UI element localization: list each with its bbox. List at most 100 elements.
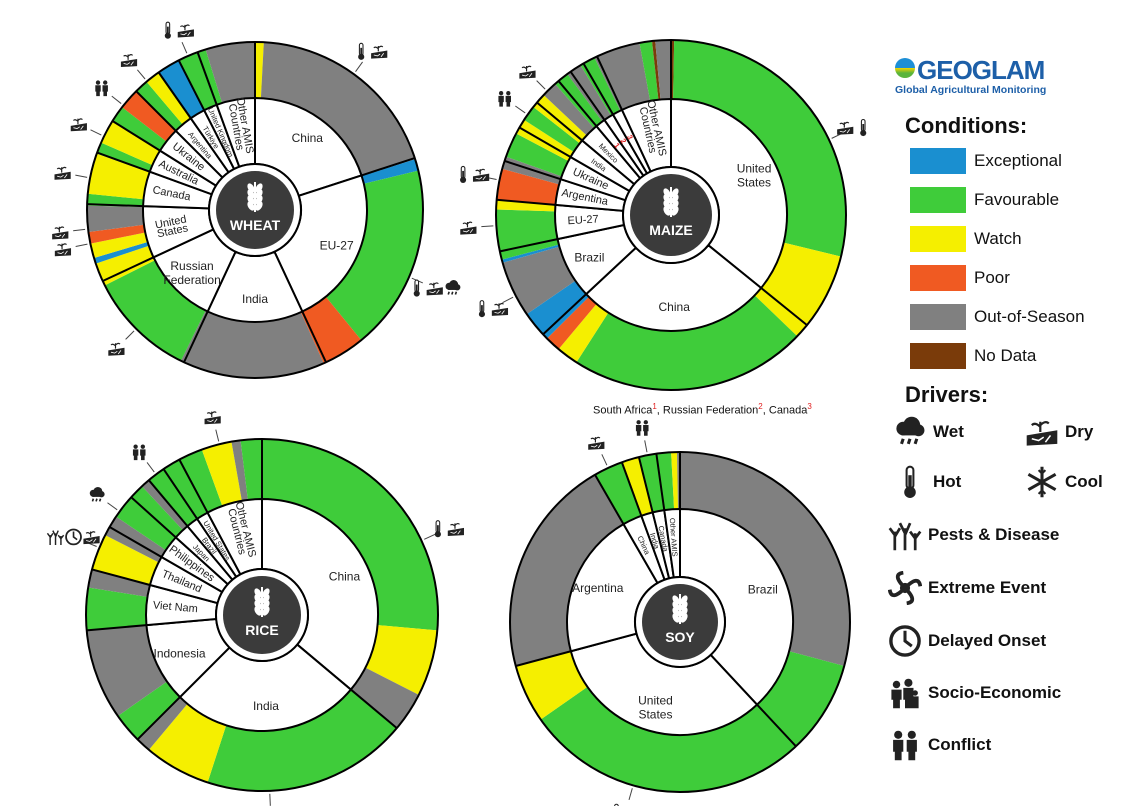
condition-segment-watch xyxy=(671,452,679,510)
segment-divider xyxy=(109,526,163,558)
segment-divider xyxy=(582,62,614,116)
crop-label: MAIZE xyxy=(649,222,693,238)
hot-icon xyxy=(893,465,927,499)
country-label-brazil: Brazil xyxy=(574,250,604,264)
segment-divider xyxy=(515,650,572,667)
segment-divider xyxy=(196,51,218,106)
condition-segment-exceptional xyxy=(158,60,204,119)
country-label-china: China xyxy=(292,131,324,145)
country-label-viet-nam: Viet Nam xyxy=(152,599,198,615)
driver-label: Dry xyxy=(1065,422,1094,441)
condition-segment-poor xyxy=(496,168,560,206)
dry-icon xyxy=(587,436,606,451)
condition-segment-favourable xyxy=(673,40,846,257)
condition-segment-favourable xyxy=(163,459,208,519)
driver-arrow xyxy=(111,95,122,104)
cool-icon xyxy=(1025,465,1059,499)
color-swatch xyxy=(910,148,966,174)
condition-segment-favourable xyxy=(116,497,176,551)
dry-icon xyxy=(836,121,854,136)
legend-item-no-data: No Data xyxy=(910,342,1036,370)
condition-segment-watch xyxy=(558,303,609,363)
crop-label: WHEAT xyxy=(230,217,281,233)
condition-segment-exceptional xyxy=(526,280,589,339)
legend-item-watch: Watch xyxy=(910,225,1022,253)
condition-segment-favourable xyxy=(325,170,423,341)
logo-subtitle: Global Agricultural Monitoring xyxy=(895,84,1047,96)
footnote-country: South Africa xyxy=(593,404,653,417)
condition-segment-favourable xyxy=(496,209,559,260)
driver-legend-conflict: Conflict xyxy=(888,728,991,762)
condition-segment-favourable xyxy=(540,686,796,792)
wet-icon xyxy=(893,415,927,449)
condition-segment-out-of-season xyxy=(109,516,166,557)
condition-segment-favourable xyxy=(179,449,223,513)
segment-divider xyxy=(518,126,572,158)
driver-arrow xyxy=(90,129,102,136)
driver-annotation xyxy=(635,420,649,453)
condition-segment-watch xyxy=(146,72,191,125)
country-label-2: 2 xyxy=(618,137,628,145)
driver-label: Socio-Economic xyxy=(928,683,1062,702)
dry-icon xyxy=(370,45,388,60)
legend-item-poor: Poor xyxy=(910,264,1010,292)
condition-segment-watch xyxy=(621,457,653,516)
dry-icon xyxy=(53,166,72,181)
condition-segment-watch xyxy=(515,651,588,720)
conflict-icon xyxy=(635,420,649,436)
driver-arrow xyxy=(107,502,118,511)
condition-segment-exceptional xyxy=(501,244,560,263)
conflict-icon xyxy=(95,80,108,97)
footnote-number: 3 xyxy=(807,402,812,411)
segment-divider xyxy=(655,453,666,511)
segment-divider xyxy=(760,287,808,326)
condition-segment-out-of-season xyxy=(260,42,416,177)
driver-arrow xyxy=(125,330,135,340)
dry-icon xyxy=(51,226,69,240)
globe-icon xyxy=(895,58,915,78)
segment-divider xyxy=(157,71,192,119)
driver-annotation xyxy=(70,118,102,136)
legend-label: Out-of-Season xyxy=(974,307,1085,326)
hot-icon xyxy=(164,21,172,40)
segment-divider xyxy=(504,159,561,181)
condition-segment-out-of-season xyxy=(567,65,612,122)
dry-icon xyxy=(518,65,537,80)
driver-arrow xyxy=(215,429,220,442)
condition-segment-watch xyxy=(255,42,264,99)
driver-annotation xyxy=(478,296,514,318)
segment-divider xyxy=(136,696,181,741)
hot-icon xyxy=(413,279,421,298)
dry-icon xyxy=(1025,415,1059,449)
conditions-title: Conditions: xyxy=(905,113,1028,138)
segment-divider xyxy=(102,256,154,282)
driver-legend-pests: Pests & Disease xyxy=(888,518,1059,552)
condition-segment-poor xyxy=(122,91,176,142)
condition-segment-out-of-season xyxy=(510,474,624,666)
conflict-icon xyxy=(498,91,512,107)
crop-label: RICE xyxy=(245,622,278,638)
condition-segment-out-of-season xyxy=(205,42,255,103)
condition-segment-favourable xyxy=(104,260,206,361)
dry-icon xyxy=(120,53,138,68)
driver-label: Wet xyxy=(933,422,964,441)
wet-icon xyxy=(444,279,462,296)
driver-annotation xyxy=(51,226,86,240)
dry-icon xyxy=(447,522,465,537)
pests-icon xyxy=(888,518,922,552)
dry-icon xyxy=(107,342,126,357)
driver-label: Hot xyxy=(933,472,962,491)
logo-word: GEOGLAM xyxy=(917,55,1045,85)
condition-segment-out-of-season xyxy=(86,625,167,716)
footnote-number: 2 xyxy=(758,402,763,411)
condition-segment-poor xyxy=(300,296,362,364)
color-swatch xyxy=(910,343,966,369)
country-label-india: India xyxy=(253,699,279,713)
driver-arrow xyxy=(181,41,188,54)
condition-segment-no-data xyxy=(652,40,661,100)
driver-annotation xyxy=(411,277,462,298)
segment-divider xyxy=(301,311,327,363)
socio-icon xyxy=(888,676,922,710)
condition-segment-favourable xyxy=(86,587,148,631)
driver-label: Delayed Onset xyxy=(928,631,1047,650)
